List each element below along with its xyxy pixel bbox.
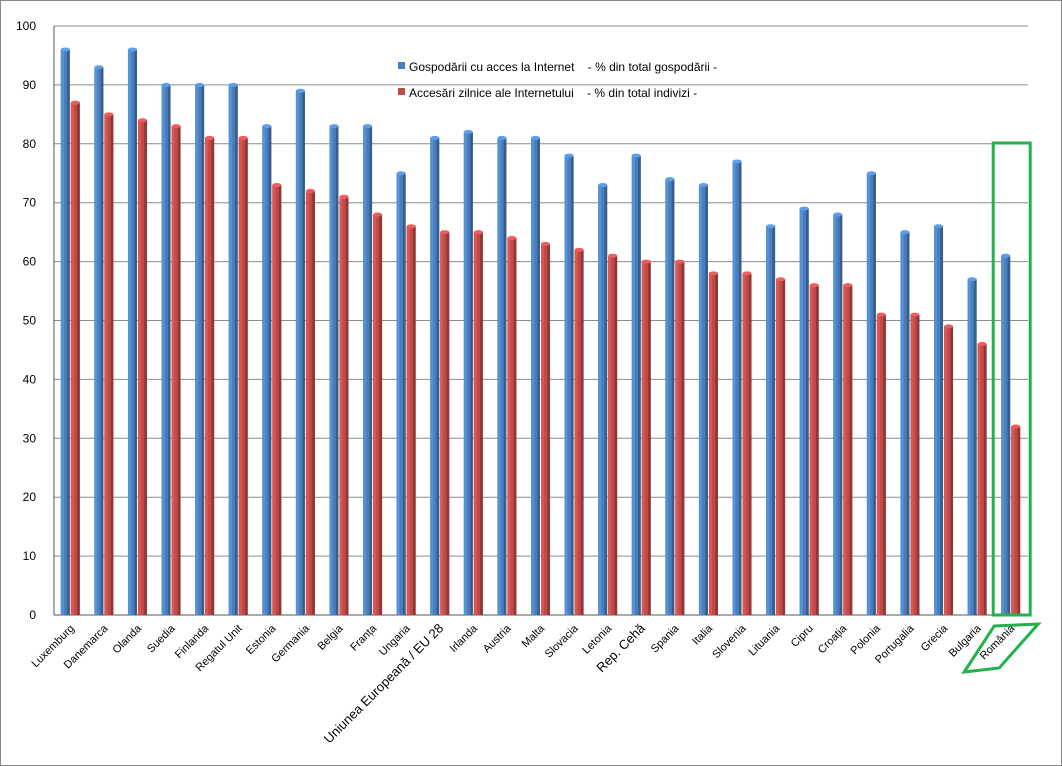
- bar-households: [127, 47, 137, 616]
- bar-daily-access: [843, 283, 853, 615]
- y-tick-label: 10: [23, 549, 37, 563]
- bar-daily-access: [104, 112, 114, 615]
- bar-households: [363, 124, 373, 615]
- bar-households: [497, 135, 507, 615]
- bar-daily-access: [641, 259, 651, 615]
- y-tick-label: 40: [23, 372, 37, 386]
- bar-daily-access: [708, 271, 718, 615]
- bar-households: [698, 183, 708, 615]
- bar-daily-access: [373, 212, 383, 616]
- y-tick-label: 0: [29, 608, 36, 622]
- bar-daily-access: [70, 100, 80, 615]
- bar-daily-access: [809, 283, 819, 615]
- bar-households: [766, 224, 776, 615]
- y-tick-label: 30: [23, 431, 37, 445]
- bar-households: [665, 177, 675, 615]
- bar-daily-access: [272, 183, 282, 615]
- bar-daily-access: [238, 135, 248, 615]
- bar-daily-access: [944, 324, 954, 615]
- bar-daily-access: [977, 342, 987, 615]
- y-tick-label: 20: [23, 490, 37, 504]
- legend-swatch-households: [398, 62, 405, 69]
- bar-households: [900, 230, 910, 615]
- bar-households: [598, 183, 608, 615]
- bar-daily-access: [541, 241, 550, 615]
- legend-label-households: Gospodării cu acces la Internet - % din …: [409, 60, 717, 74]
- bar-households: [1001, 253, 1011, 615]
- y-tick-label: 90: [23, 78, 37, 92]
- gridlines: [53, 25, 1028, 616]
- bar-daily-access: [171, 124, 181, 615]
- bar-households: [631, 153, 641, 615]
- bar-households: [866, 171, 876, 615]
- bar-daily-access: [205, 135, 215, 615]
- legend-swatch-daily-access: [398, 88, 405, 95]
- bar-daily-access: [473, 230, 483, 615]
- bar-households: [430, 135, 440, 615]
- bar-daily-access: [406, 224, 416, 615]
- bar-daily-access: [339, 194, 349, 615]
- bar-households: [531, 135, 540, 615]
- bar-households: [60, 47, 70, 616]
- bar-daily-access: [1011, 424, 1021, 615]
- bar-households: [94, 65, 104, 616]
- bar-households: [732, 159, 742, 615]
- bar-daily-access: [910, 312, 920, 615]
- bar-households: [463, 130, 473, 615]
- bar-households: [799, 206, 809, 615]
- bar-households: [295, 88, 305, 616]
- highlight-box: [991, 141, 1032, 617]
- bar-daily-access: [574, 247, 584, 615]
- bar-daily-access: [742, 271, 752, 615]
- bar-households: [564, 153, 574, 615]
- bar-households: [161, 82, 171, 615]
- bar-households: [195, 82, 205, 615]
- y-tick-label: 60: [23, 255, 37, 269]
- bar-households: [262, 124, 272, 615]
- y-tick-label: 70: [23, 196, 37, 210]
- bar-households: [329, 124, 339, 615]
- bar-daily-access: [608, 253, 618, 615]
- bar-daily-access: [305, 188, 315, 616]
- y-axis-ticks: 0 10 20 30 40 50 60 70 80 90 100: [16, 19, 36, 622]
- legend-label-daily-access: Accesări zilnice ale Internetului - % di…: [409, 86, 697, 100]
- y-tick-label: 80: [23, 137, 37, 151]
- bar-daily-access: [137, 118, 147, 616]
- y-tick-label: 100: [16, 19, 36, 33]
- y-tick-label: 50: [23, 314, 37, 328]
- bar-households: [833, 212, 843, 616]
- bars: [60, 47, 1021, 616]
- bar-households: [228, 82, 238, 615]
- highlight-label-frame: [961, 622, 1042, 674]
- bar-households: [967, 277, 977, 615]
- romania-highlight: [961, 141, 1042, 674]
- bar-daily-access: [440, 230, 450, 615]
- bar-households: [934, 224, 944, 615]
- bar-daily-access: [507, 236, 517, 616]
- legend: Gospodării cu acces la Internet - % din …: [398, 60, 717, 100]
- bar-daily-access: [776, 277, 786, 615]
- bar-daily-access: [876, 312, 886, 615]
- bar-daily-access: [675, 259, 685, 615]
- bar-households: [396, 171, 406, 615]
